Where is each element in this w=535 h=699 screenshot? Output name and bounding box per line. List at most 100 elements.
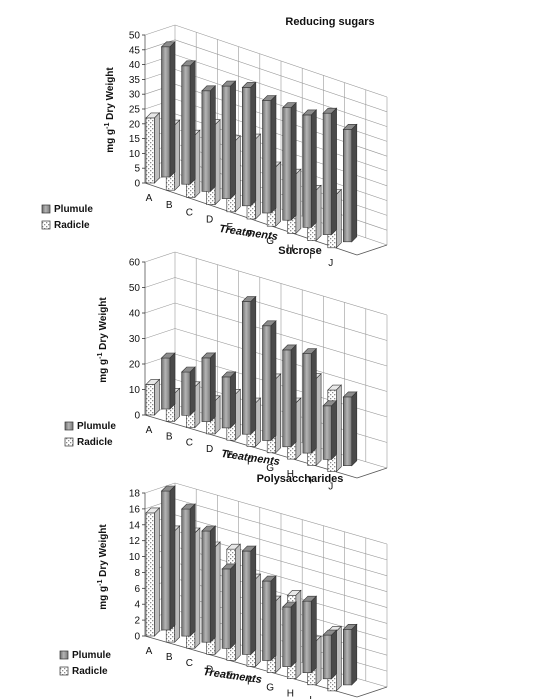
bar-side xyxy=(311,347,317,454)
bar-front xyxy=(322,634,332,680)
y-tick-label: 18 xyxy=(129,489,141,500)
y-axis-title-suffix: Dry Weight xyxy=(98,524,109,580)
bar-plumule-A xyxy=(160,352,176,410)
y-tick-label: 0 xyxy=(134,632,140,643)
bar-radicle-A xyxy=(145,378,161,416)
bar-front xyxy=(201,357,211,422)
y-tick-label: 10 xyxy=(129,552,141,563)
bar-side xyxy=(270,320,277,442)
x-tick-label: J xyxy=(328,482,333,493)
x-tick-label: D xyxy=(206,664,213,675)
gridline xyxy=(144,328,176,339)
x-tick-label: F xyxy=(247,457,253,468)
x-tick-label: E xyxy=(226,670,233,681)
x-tick-label: H xyxy=(287,243,294,254)
bar-plumule-J xyxy=(342,623,358,686)
bar-plumule-F xyxy=(261,320,277,442)
bar-radicle-A xyxy=(145,112,161,184)
chart-panel-3: 0 2 4 6 8 10 12 14 16 18 A B C D E F G H I JPolysaccharides… xyxy=(58,473,388,699)
x-tick-label: B xyxy=(166,652,173,663)
bar-side xyxy=(154,112,160,184)
bar-side xyxy=(351,391,358,467)
gridline xyxy=(144,482,176,494)
bar-plumule-F xyxy=(261,575,277,662)
bar-side xyxy=(255,573,261,668)
x-tick-label: A xyxy=(146,646,153,657)
legend: Plumule Radicle xyxy=(63,420,125,450)
x-tick-label: A xyxy=(146,425,153,436)
x-tick-label: F xyxy=(247,677,253,688)
y-axis-title-sup: -1 xyxy=(97,580,104,586)
bar-side xyxy=(214,118,221,206)
y-tick-label: 4 xyxy=(134,600,140,611)
bar-front xyxy=(161,46,171,178)
chart-panel-1: 0 5 10 15 20 25 30 35 40 45 50 A B C D E F G H I J Reducing s… xyxy=(40,16,388,269)
bar-front xyxy=(262,580,272,661)
bar-side xyxy=(230,80,236,200)
legend-label-radicle: Radicle xyxy=(77,437,113,448)
bar-front xyxy=(221,568,231,649)
x-tick-label: I xyxy=(309,475,312,486)
bar-side xyxy=(335,188,342,249)
gridline xyxy=(144,277,176,288)
bar-side xyxy=(174,119,180,191)
bar-front xyxy=(181,508,191,637)
y-tick-label: 30 xyxy=(129,90,141,101)
bar-front xyxy=(181,65,191,185)
bar-plumule-G xyxy=(281,344,297,448)
gridline xyxy=(144,39,176,51)
bar-side xyxy=(255,133,261,220)
x-tick-label: D xyxy=(206,444,213,455)
bar-side xyxy=(351,123,358,243)
chart-panel-2: 0102030405060ABCDEFGHIJSucroseTreatments… xyxy=(63,245,388,493)
bar-plumule-I xyxy=(322,400,338,461)
bar-front xyxy=(242,87,252,207)
bar-plumule-D xyxy=(221,371,237,429)
bar-front xyxy=(262,100,272,214)
x-tick-label: G xyxy=(266,683,274,694)
legend-swatch-plumule xyxy=(41,204,51,214)
bar-plumule-D xyxy=(221,563,237,650)
y-tick-label: 50 xyxy=(129,283,141,294)
bar-side xyxy=(214,541,221,656)
chart-title: Sucrose xyxy=(278,245,321,257)
bar-front xyxy=(221,376,231,429)
bar-side xyxy=(174,387,180,423)
bar-front xyxy=(145,512,155,637)
legend-swatch-plumule xyxy=(64,421,74,431)
bar-side xyxy=(351,623,358,686)
bar-plumule-F xyxy=(261,94,277,214)
x-tick-label: C xyxy=(186,207,193,218)
bar-side xyxy=(235,388,241,441)
y-tick-label: 45 xyxy=(129,45,141,56)
floor-edge xyxy=(356,244,388,256)
legend-label-radicle: Radicle xyxy=(54,220,90,231)
x-tick-label: C xyxy=(186,658,193,669)
x-tick-label: H xyxy=(287,469,294,480)
x-tick-label: D xyxy=(206,215,213,226)
bar-plumule-B xyxy=(180,60,196,185)
bar-plumule-I xyxy=(322,107,338,236)
bar-plumule-E xyxy=(241,81,257,207)
x-tick-label: J xyxy=(328,258,333,269)
bar-side xyxy=(315,635,322,686)
bar-side xyxy=(154,378,160,416)
legend-swatch-plumule xyxy=(59,650,69,660)
y-tick-label: 10 xyxy=(129,149,141,160)
bar-front xyxy=(145,117,155,184)
bar-side xyxy=(230,563,236,650)
legend-label-plumule: Plumule xyxy=(77,421,116,432)
x-tick-label: I xyxy=(309,695,312,699)
bar-side xyxy=(335,384,342,473)
legend-swatch-radicle xyxy=(41,220,51,230)
bar-front xyxy=(282,107,292,221)
bar-side xyxy=(255,397,261,448)
x-tick-label: C xyxy=(186,438,193,449)
y-axis-title-sup: -1 xyxy=(97,353,104,359)
bar-side xyxy=(210,352,216,423)
y-tick-label: 6 xyxy=(134,584,140,595)
y-axis-title-sup: -1 xyxy=(104,123,111,129)
bar-side xyxy=(169,485,176,631)
bar-side xyxy=(189,60,196,185)
